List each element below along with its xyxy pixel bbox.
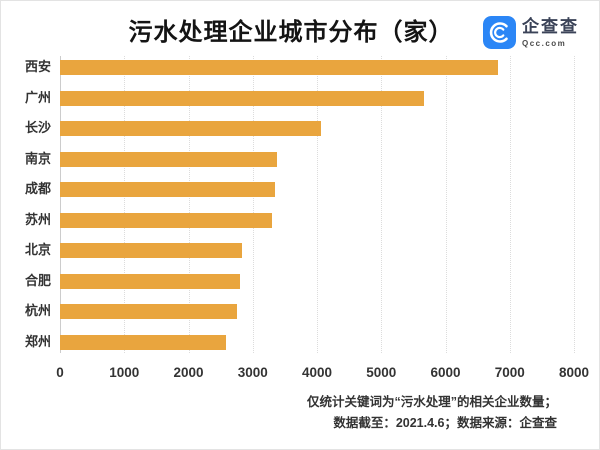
gridline-x-7000: [509, 56, 511, 353]
x-tick-label-0: 0: [56, 365, 64, 380]
category-label-3: 长沙: [24, 120, 51, 136]
gridline-x-8000: [574, 56, 575, 353]
bar-10: [60, 334, 227, 350]
category-label-2: 广州: [24, 89, 51, 105]
category-label-6: 苏州: [24, 211, 51, 227]
bar-9: [60, 304, 237, 320]
qcc-logo-icon: [483, 16, 516, 49]
qcc-logo-text: 企查查 Qcc.com: [522, 16, 579, 48]
bar-2: [60, 90, 424, 106]
bar-6: [60, 212, 273, 228]
bar-4: [60, 151, 278, 167]
category-label-4: 南京: [24, 150, 51, 166]
bar-7: [60, 243, 243, 259]
x-tick-label-3000: 3000: [237, 365, 268, 380]
category-label-1: 西安: [24, 59, 51, 74]
category-label-9: 杭州: [24, 303, 51, 319]
category-label-10: 郑州: [24, 333, 51, 349]
category-label-7: 北京: [24, 242, 51, 258]
x-tick-label-2000: 2000: [173, 365, 204, 380]
x-tick-label-7000: 7000: [494, 365, 525, 380]
bar-3: [60, 121, 321, 137]
gridline-x-6000: [445, 56, 447, 353]
gridline-x-3000: [252, 56, 254, 353]
footer-note-line2: 数据截至：2021.4.6；数据来源：企查查: [333, 416, 557, 430]
gridline-x-5000: [381, 56, 383, 353]
gridline-x-4000: [317, 56, 318, 353]
x-tick-label-6000: 6000: [430, 365, 461, 380]
qcc-logo-domain: Qcc.com: [522, 39, 567, 48]
qcc-logo-name: 企查查: [522, 17, 579, 36]
page-title: 污水处理企业城市分布（家）: [128, 19, 454, 46]
footer-note: 仅统计关键词为“污水处理”的相关企业数量； 数据截至：2021.4.6；数据来源…: [307, 392, 557, 434]
y-axis-line: [60, 56, 61, 353]
x-tick-label-1000: 1000: [109, 365, 140, 380]
x-tick-label-8000: 8000: [558, 365, 590, 380]
footer-note-line1: 仅统计关键词为“污水处理”的相关企业数量；: [306, 395, 557, 409]
x-tick-label-5000: 5000: [366, 365, 397, 380]
bar-8: [60, 273, 240, 289]
category-label-8: 合肥: [24, 272, 51, 288]
category-label-5: 成都: [24, 181, 51, 197]
bar-1: [60, 60, 499, 75]
bar-5: [60, 182, 276, 198]
gridline-x-2000: [188, 56, 190, 353]
gridline-x-1000: [124, 56, 126, 353]
x-tick-label-4000: 4000: [301, 365, 333, 380]
qcc-logo: 企查查 Qcc.com: [483, 16, 579, 49]
